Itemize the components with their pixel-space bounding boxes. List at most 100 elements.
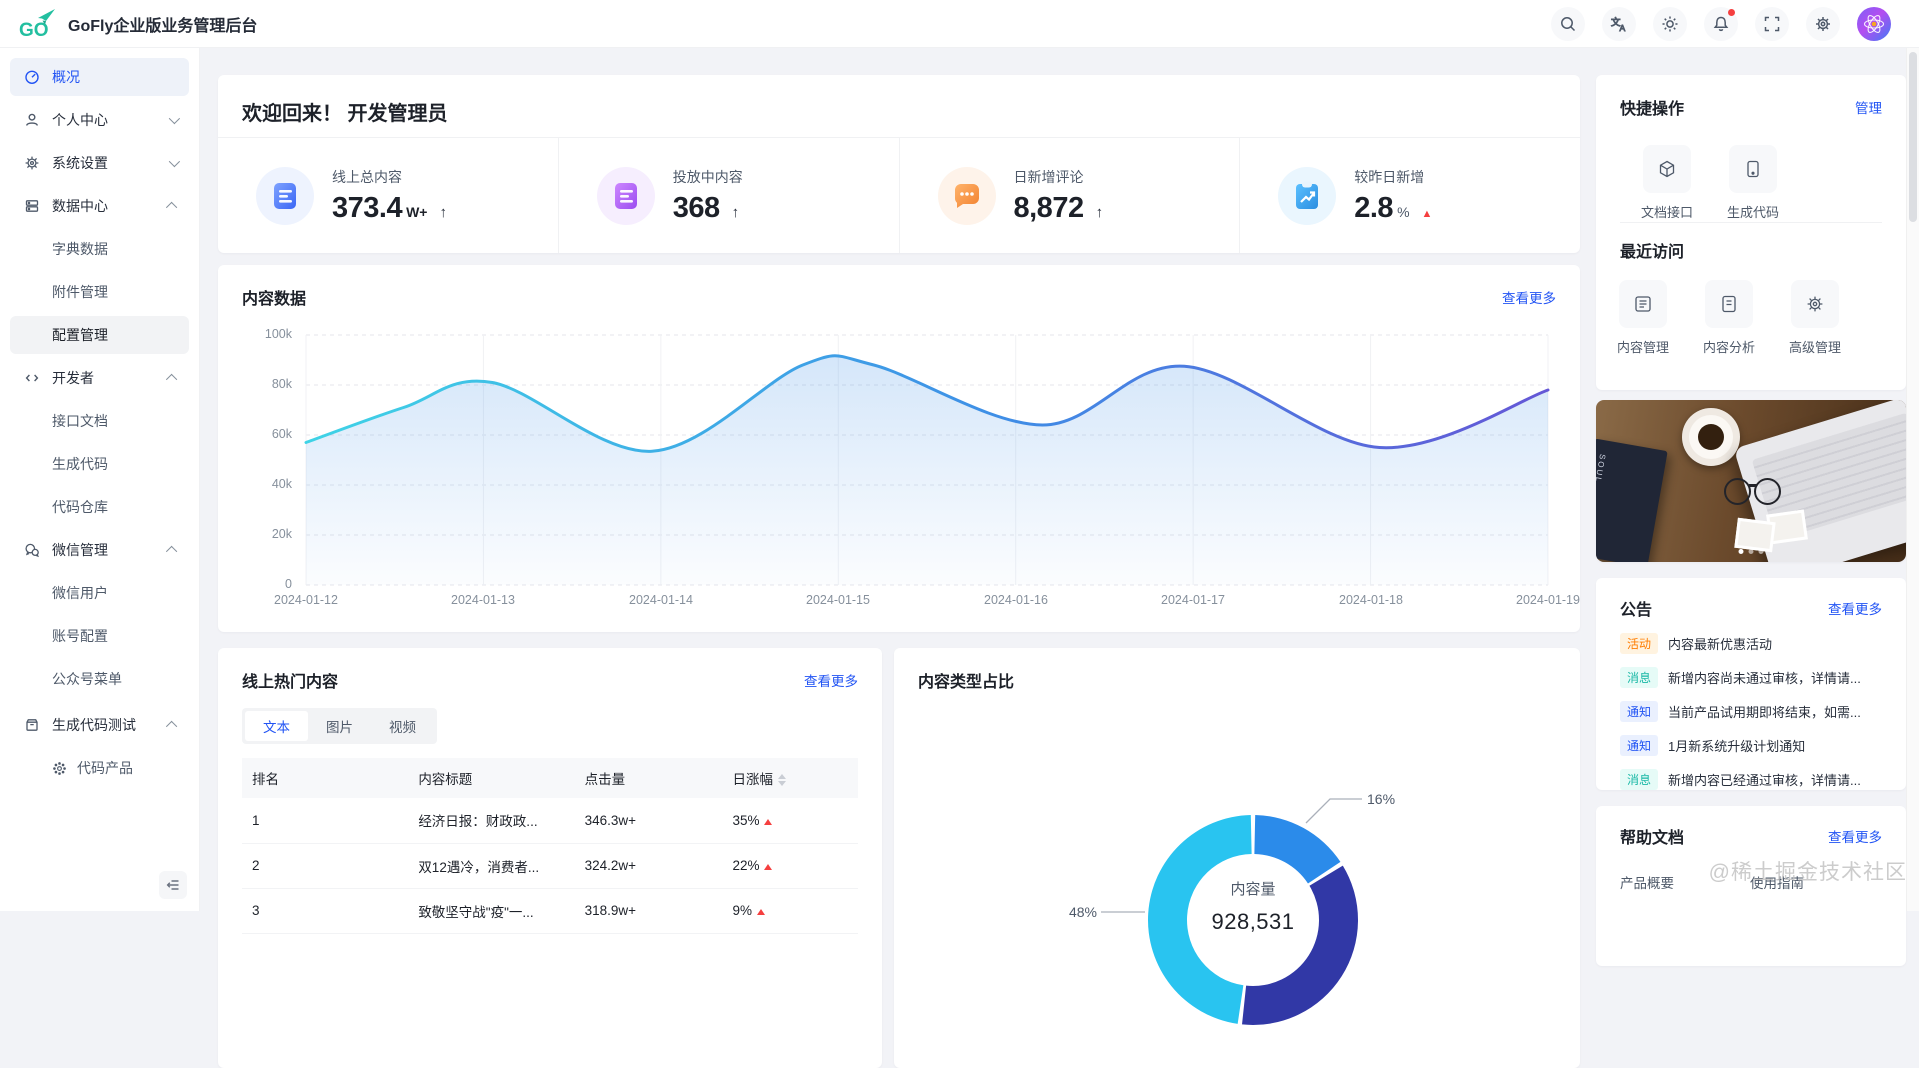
svg-text:文: 文 <box>1611 17 1621 29</box>
content-data-card: 内容数据 查看更多 100k 80k 60k 40k 20k 0 2024-01… <box>218 265 1580 632</box>
notice-item[interactable]: 通知 当前产品试用期即将结束，如需... <box>1620 701 1882 722</box>
x-tick: 2024-01-18 <box>1339 593 1403 607</box>
list-icon <box>1619 280 1667 328</box>
content-type-card: 内容类型占比 16% 48% 内容量 928,531 <box>894 648 1580 1068</box>
notice-text: 新增内容尚未通过审核，详情请... <box>1668 671 1861 686</box>
sidebar-item-codegen-test[interactable]: 生成代码测试 <box>10 706 189 744</box>
translate-icon[interactable]: 文 A <box>1602 7 1636 41</box>
help-item-user-guide[interactable]: 使用指南 <box>1750 876 1804 891</box>
stat-value: 368 <box>672 191 720 224</box>
notice-more-link[interactable]: 查看更多 <box>1828 602 1882 617</box>
page-scrollbar[interactable] <box>1906 0 1919 911</box>
recent-item-content-analysis[interactable]: 内容分析 <box>1694 280 1764 356</box>
recent-item-advanced-mgmt[interactable]: 高级管理 <box>1780 280 1850 356</box>
promo-photo[interactable]: SOUL <box>1596 400 1906 562</box>
notice-item[interactable]: 活动 内容最新优惠活动 <box>1620 633 1882 654</box>
sidebar-subitem-api-docs[interactable]: 接口文档 <box>52 413 108 429</box>
col-title: 内容标题 <box>408 758 575 798</box>
sidebar-item-wechat[interactable]: 微信管理 <box>10 531 189 569</box>
sidebar-subitem-code-repo[interactable]: 代码仓库 <box>52 499 108 515</box>
notice-item[interactable]: 消息 新增内容尚未通过审核，详情请... <box>1620 667 1882 688</box>
notice-item[interactable]: 通知 1月新系统升级计划通知 <box>1620 735 1882 756</box>
app-title: GoFly企业版业务管理后台 <box>68 17 258 35</box>
search-icon[interactable] <box>1551 7 1585 41</box>
sidebar-item-overview[interactable]: 概况 <box>10 58 189 96</box>
sidebar-item-personal-center[interactable]: 个人中心 <box>10 101 189 139</box>
donut-label-48: 48% <box>1068 904 1097 920</box>
stat-unit: % <box>1397 203 1410 220</box>
sidebar-subitem-config[interactable]: 配置管理 <box>10 316 189 354</box>
chevron-up-icon <box>165 720 178 733</box>
sidebar-subitem-wechat-users[interactable]: 微信用户 <box>52 585 108 601</box>
tab-text[interactable]: 文本 <box>245 711 308 741</box>
quick-ops-title: 快捷操作 <box>1620 101 1685 118</box>
sidebar-item-data-center[interactable]: 数据中心 <box>10 187 189 225</box>
up-arrow-icon: ↑ <box>439 203 447 221</box>
up-arrow-icon: ↑ <box>1095 203 1104 221</box>
sidebar-subitem-official-menu[interactable]: 公众号菜单 <box>52 671 122 687</box>
glasses-image <box>1754 478 1781 505</box>
chevron-up-icon <box>165 545 178 558</box>
col-rise[interactable]: 日涨幅 <box>722 758 858 798</box>
quick-item-label: 文档接口 <box>1640 205 1693 220</box>
fullscreen-icon[interactable] <box>1755 7 1789 41</box>
quick-item-gen-code[interactable]: 生成代码 <box>1718 145 1788 221</box>
x-tick: 2024-01-15 <box>806 593 870 607</box>
carousel-dots[interactable] <box>1738 549 1764 554</box>
notice-text: 新增内容已经通过审核，详情请... <box>1668 773 1861 788</box>
sidebar-subitem-account-config[interactable]: 账号配置 <box>52 628 108 644</box>
stats-row: 线上总内容 373.4 W+ ↑ 投放中内容 <box>218 138 1580 253</box>
donut-center: 内容量 928,531 <box>1153 878 1353 935</box>
settings-icon[interactable] <box>1806 7 1840 41</box>
scrollbar-thumb[interactable] <box>1909 52 1917 222</box>
notebook-image: SOUL <box>1596 438 1668 562</box>
sidebar-item-label: 概况 <box>52 69 80 85</box>
manage-link[interactable]: 管理 <box>1855 101 1882 116</box>
help-item-product-overview[interactable]: 产品概要 <box>1620 876 1674 891</box>
notice-item[interactable]: 消息 新增内容已经通过审核，详情请... <box>1620 769 1882 790</box>
notification-badge-dot <box>1728 9 1735 16</box>
chart-more-link[interactable]: 查看更多 <box>1502 291 1556 306</box>
x-tick: 2024-01-19 <box>1516 593 1580 607</box>
donut-chart: 16% 48% 内容量 928,531 <box>894 700 1532 1068</box>
sidebar-subitem-gen-code[interactable]: 生成代码 <box>52 456 108 472</box>
y-tick: 80k <box>271 377 292 391</box>
sidebar-item-label: 数据中心 <box>52 198 108 214</box>
notice-card: 公告 查看更多 活动 内容最新优惠活动 消息 新增内容尚未通过审核，详情请...… <box>1596 578 1906 790</box>
recent-item-content-mgmt[interactable]: 内容管理 <box>1608 280 1678 356</box>
stat-vs-yesterday: 较昨日新增 2.8 % ▲ <box>1239 138 1580 253</box>
recent-item-label: 内容管理 <box>1616 340 1669 355</box>
hot-content-card: 线上热门内容 查看更多 文本 图片 视频 排名 内容标题 点击量 日涨幅 1 经… <box>218 648 882 1068</box>
stat-total-content: 线上总内容 373.4 W+ ↑ <box>218 138 558 253</box>
sort-icon[interactable] <box>777 774 786 787</box>
help-docs-card: 帮助文档 查看更多 产品概要 使用指南 <box>1596 806 1906 966</box>
hot-table: 排名 内容标题 点击量 日涨幅 1 经济日报：财政政... 346.3w+ 35… <box>242 758 858 934</box>
sidebar-subitem-code-product[interactable]: 代码产品 <box>10 749 189 787</box>
tab-video[interactable]: 视频 <box>389 720 416 735</box>
chevron-up-icon <box>165 201 178 214</box>
hot-more-link[interactable]: 查看更多 <box>804 674 858 689</box>
col-clicks: 点击量 <box>574 758 723 798</box>
recent-item-label: 高级管理 <box>1788 340 1841 355</box>
stat-label: 日新增评论 <box>1013 168 1084 185</box>
user-avatar[interactable] <box>1857 7 1891 41</box>
dashboard-icon <box>25 70 39 85</box>
quick-item-doc-api[interactable]: 文档接口 <box>1632 145 1702 221</box>
sidebar-item-system-settings[interactable]: 系统设置 <box>10 144 189 182</box>
chevron-down-icon <box>168 155 181 168</box>
notification-icon[interactable] <box>1704 7 1738 41</box>
sidebar-item-developer[interactable]: 开发者 <box>10 359 189 397</box>
y-tick: 20k <box>271 527 292 541</box>
logo[interactable]: GO GoFly企业版业务管理后台 <box>18 8 257 40</box>
sidebar-subitem-attachment[interactable]: 附件管理 <box>52 284 108 300</box>
help-more-link[interactable]: 查看更多 <box>1828 830 1882 845</box>
tab-image[interactable]: 图片 <box>326 720 353 735</box>
sidebar-item-label: 个人中心 <box>52 112 108 128</box>
notice-text: 当前产品试用期即将结束，如需... <box>1668 705 1861 720</box>
sidebar-subitem-dict-data[interactable]: 字典数据 <box>52 241 108 257</box>
table-row[interactable]: 1 经济日报：财政政... 346.3w+ 35% <box>242 798 858 844</box>
theme-icon[interactable] <box>1653 7 1687 41</box>
table-row[interactable]: 2 双12遇冷，消费者... 324.2w+ 22% <box>242 843 858 889</box>
stat-label: 投放中内容 <box>672 168 743 185</box>
sidebar-collapse-icon[interactable] <box>159 871 187 899</box>
